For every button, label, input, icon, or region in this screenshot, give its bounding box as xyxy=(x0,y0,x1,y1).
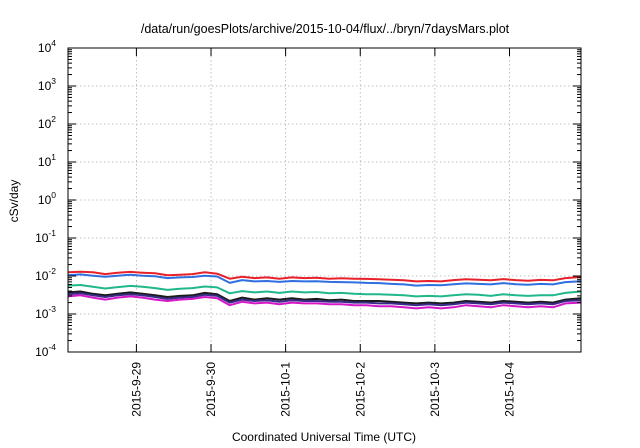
x-tick-label: 2015-10-2 xyxy=(353,362,367,417)
y-tick-label: 10-4 xyxy=(35,342,56,359)
x-axis: 2015-9-29 2015-9-30 2015-10-1 2015-10-2 2015… xyxy=(129,48,516,417)
y-tick-label: 100 xyxy=(38,190,56,207)
y-tick-label: 102 xyxy=(38,114,56,131)
x-tick-label: 2015-10-1 xyxy=(279,362,293,417)
y-tick-label: 10-1 xyxy=(35,228,56,245)
series-line-4 xyxy=(67,290,582,305)
x-tick-label: 2015-9-30 xyxy=(204,362,218,417)
grid xyxy=(68,48,581,352)
x-tick-label: 2015-10-4 xyxy=(502,362,516,417)
x-tick-label: 2015-9-29 xyxy=(129,362,143,417)
x-tick-label: 2015-10-3 xyxy=(428,362,442,417)
x-axis-label: Coordinated Universal Time (UTC) xyxy=(232,430,416,444)
chart-title: /data/run/goesPlots/archive/2015-10-04/f… xyxy=(141,22,510,36)
y-tick-label: 101 xyxy=(38,152,56,169)
y-tick-label: 103 xyxy=(38,76,56,93)
series-group xyxy=(67,270,582,310)
series-line-6 xyxy=(67,294,582,310)
y-tick-label: 10-2 xyxy=(35,266,56,283)
series-line-5 xyxy=(67,292,582,307)
y-tick-label: 104 xyxy=(38,38,56,55)
series-line-1 xyxy=(67,270,582,283)
series-line-2 xyxy=(67,273,582,287)
y-axis: 10-4 10-3 10-2 10-1 100 101 102 103 104 xyxy=(35,38,581,359)
series-line-3 xyxy=(67,284,582,298)
y-axis-label: cSv/day xyxy=(7,180,21,223)
y-tick-label: 10-3 xyxy=(35,304,56,321)
